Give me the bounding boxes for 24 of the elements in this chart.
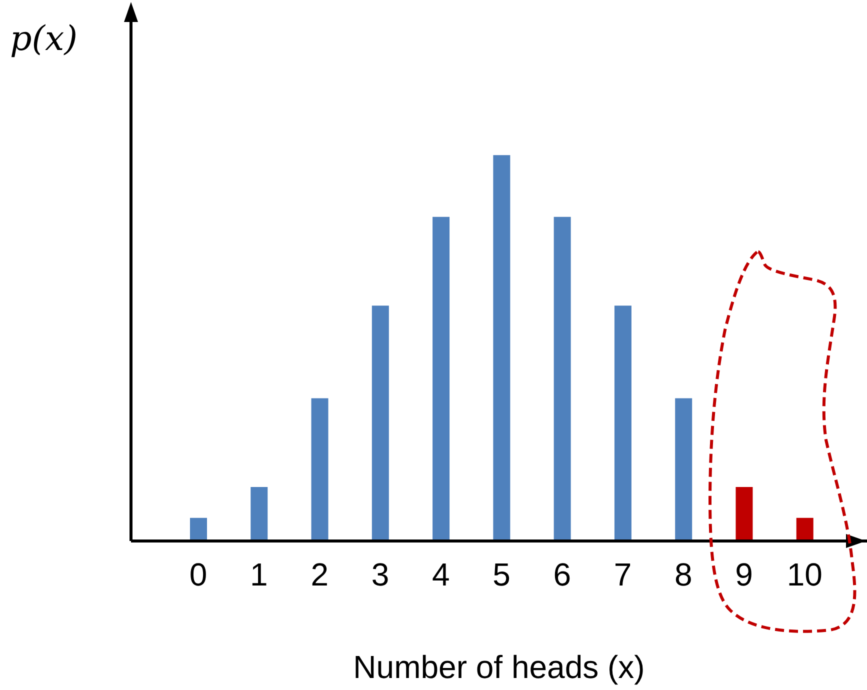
bar [554,216,571,541]
bar [432,216,450,541]
bar [190,518,207,541]
x-tick-label: 6 [553,556,572,593]
x-tick-label: 3 [371,556,390,593]
x-tick-label: 5 [492,556,510,593]
x-tick-label: 4 [432,556,450,593]
bar [311,398,328,541]
x-axis-title: Number of heads (x) [353,649,645,685]
x-tick-label: 10 [786,556,822,593]
bar [796,518,814,541]
x-tick-label: 1 [250,556,268,593]
x-tick-label: 2 [310,556,328,593]
bar [675,398,692,541]
x-tick-label: 7 [614,556,632,593]
bar [372,306,389,541]
x-tick-label: 9 [735,556,753,593]
x-tick-label: 8 [674,556,692,593]
bar [250,486,268,541]
x-tick-label: 0 [189,556,208,593]
bar [614,306,632,541]
y-axis-title: p(x) [10,19,78,59]
bar [493,155,510,541]
bar [736,486,753,541]
